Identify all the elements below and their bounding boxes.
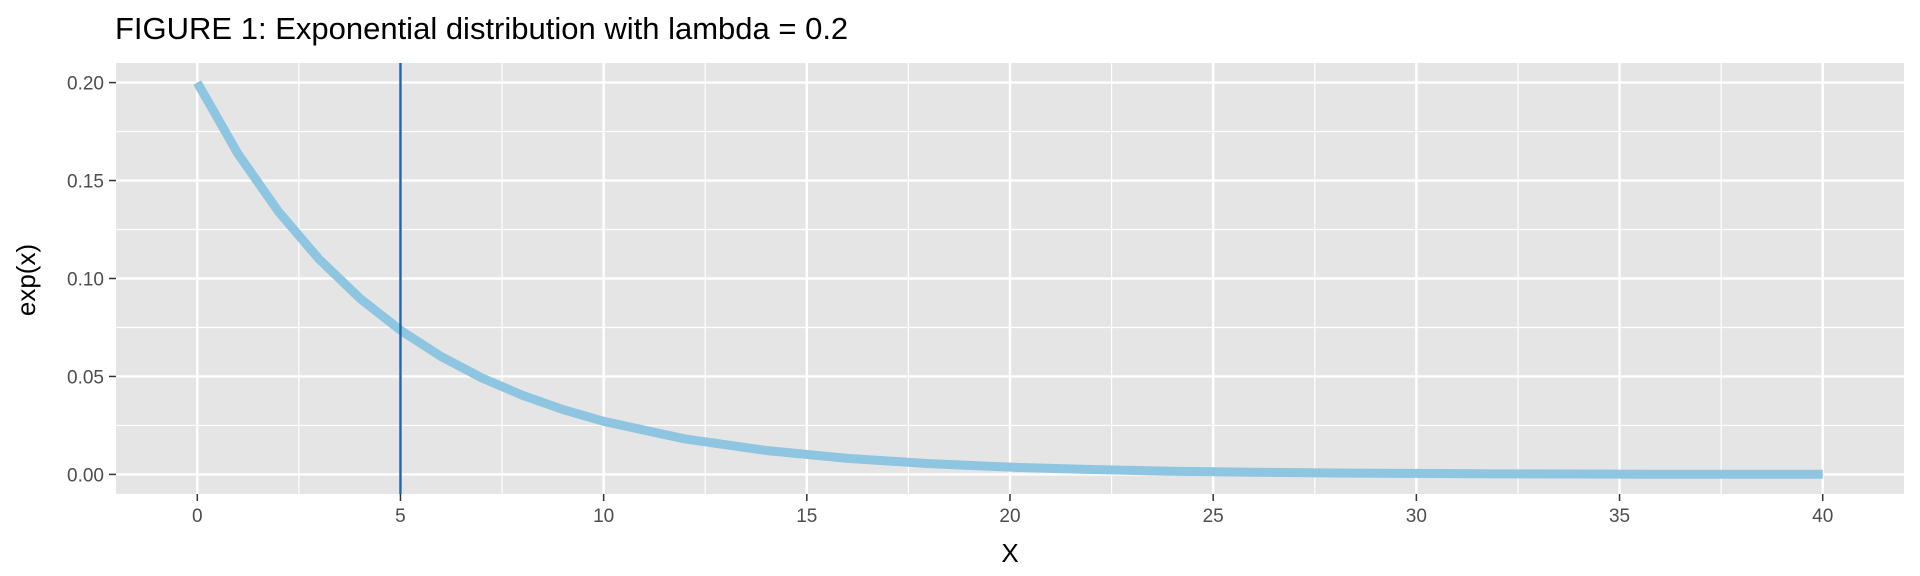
- x-tick-label: 5: [395, 506, 406, 527]
- y-tick-label: 0.10: [67, 270, 104, 291]
- series-line-0: [193, 80, 1823, 479]
- y-tick-label: 0.05: [67, 367, 104, 388]
- y-axis-title: exp(x): [11, 244, 41, 316]
- x-tick-label: 20: [999, 506, 1020, 527]
- x-tick-label: 40: [1812, 506, 1833, 527]
- chart-title: FIGURE 1: Exponential distribution with …: [115, 11, 848, 46]
- x-tick-label: 30: [1406, 506, 1427, 527]
- x-tick-label: 10: [593, 506, 614, 527]
- x-tick-label: 15: [796, 506, 817, 527]
- y-tick-label: 0.20: [67, 74, 104, 95]
- y-axis: 0.00 0.05 0.10 0.15 0.20: [67, 74, 116, 486]
- x-axis-title: X: [1001, 538, 1018, 568]
- x-axis: 0 5 10 15 20 25 30 35 40: [192, 494, 1833, 527]
- x-tick-label: 35: [1609, 506, 1630, 527]
- x-tick-label: 0: [192, 506, 203, 527]
- series-layer: [193, 80, 1823, 479]
- y-tick-label: 0.00: [67, 465, 104, 486]
- y-tick-label: 0.15: [67, 172, 104, 193]
- x-tick-label: 25: [1203, 506, 1224, 527]
